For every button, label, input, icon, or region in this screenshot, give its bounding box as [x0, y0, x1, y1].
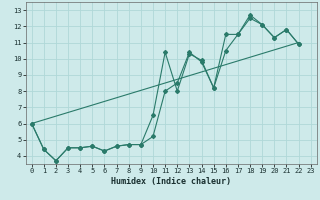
X-axis label: Humidex (Indice chaleur): Humidex (Indice chaleur)	[111, 177, 231, 186]
